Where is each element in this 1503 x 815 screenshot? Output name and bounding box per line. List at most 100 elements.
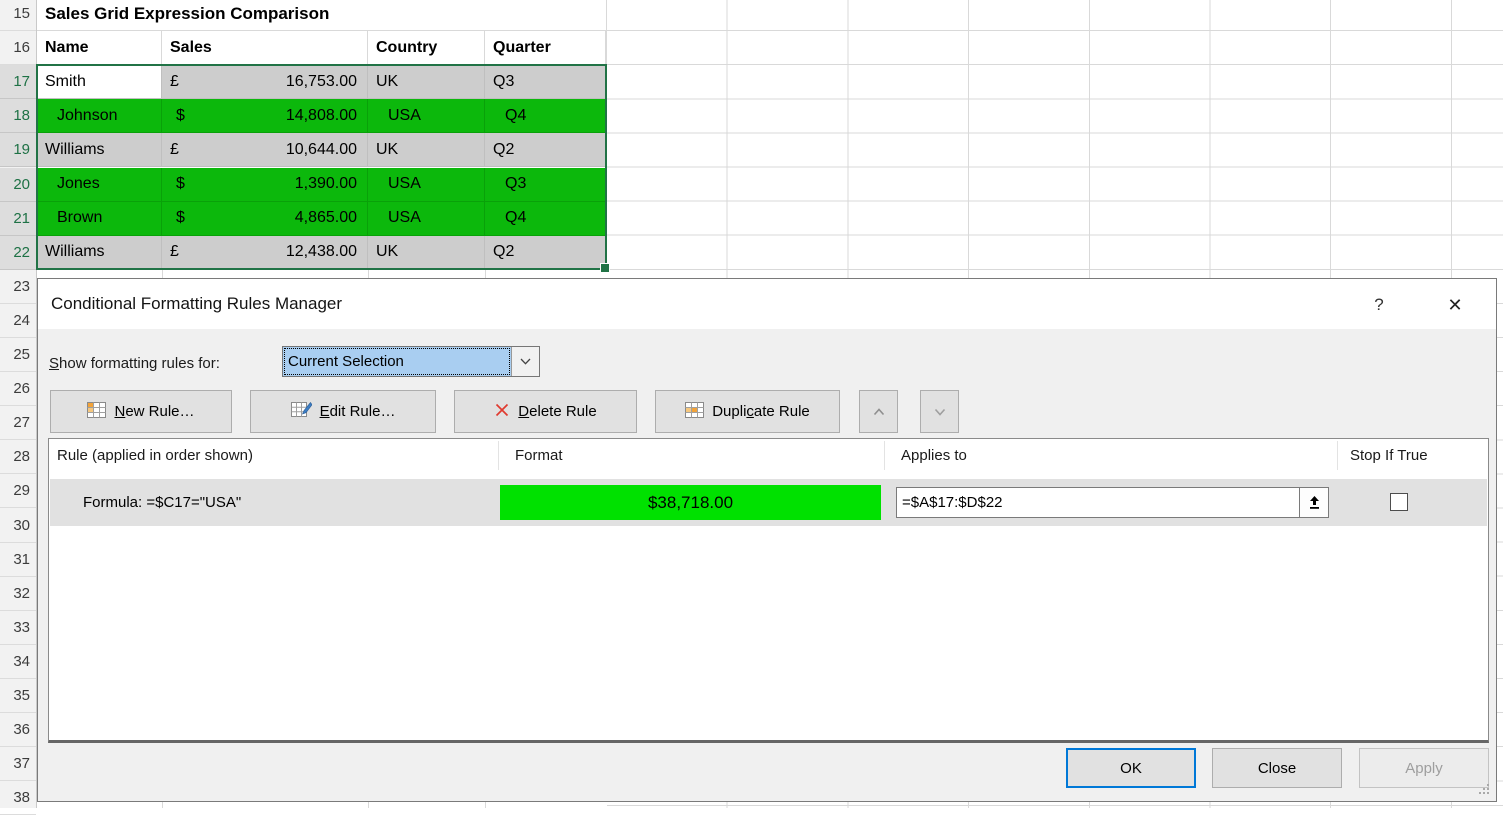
row-header-17[interactable]: 17 — [0, 65, 36, 100]
sheet-row-21: Brown $4,865.00 USA Q4 — [37, 201, 606, 236]
sheet-row-19: Williams £10,644.00 UK Q2 — [37, 133, 606, 168]
currency-symbol: $ — [176, 209, 185, 227]
cell-sales[interactable]: $14,808.00 — [162, 99, 368, 134]
cell-name[interactable]: Jones — [37, 167, 162, 202]
row-header-25[interactable]: 25 — [0, 338, 36, 373]
duplicate-rule-label: Duplicate Rule — [712, 403, 810, 420]
header-cell-sales[interactable]: Sales — [162, 31, 368, 66]
rest: elete Rule — [529, 403, 597, 420]
cell-sales[interactable]: £12,438.00 — [162, 235, 368, 270]
cell-quarter[interactable]: Q3 — [485, 65, 606, 100]
currency-symbol: £ — [170, 140, 179, 158]
cell-country[interactable]: USA — [368, 201, 485, 236]
show-rules-label-accel: S — [49, 355, 60, 372]
cell-name[interactable]: Williams — [37, 235, 162, 270]
sheet-grid: Sales Grid Expression Comparison Name Sa… — [37, 0, 607, 278]
row-header-33[interactable]: 33 — [0, 611, 36, 645]
row-header-24[interactable]: 24 — [0, 304, 36, 338]
delete-rule-button[interactable]: Delete Rule — [454, 390, 637, 433]
row-header-22[interactable]: 22 — [0, 235, 36, 270]
row-header-16[interactable]: 16 — [0, 31, 36, 66]
collapse-dialog-icon[interactable] — [1300, 487, 1329, 518]
cell-sales[interactable]: $4,865.00 — [162, 201, 368, 236]
edit-rule-label: Edit Rule… — [320, 403, 396, 420]
chevron-down-icon — [934, 403, 946, 420]
close-button[interactable]: Close — [1212, 748, 1342, 788]
rules-list-header-stop-if-true: Stop If True — [1350, 447, 1428, 464]
resize-grip[interactable] — [1487, 792, 1489, 794]
header-cell-country[interactable]: Country — [368, 31, 485, 66]
row-header-21[interactable]: 21 — [0, 201, 36, 236]
rules-list-header-applies-to: Applies to — [901, 447, 967, 464]
show-rules-dropdown[interactable]: Current Selection — [282, 346, 540, 377]
cell-country[interactable]: UK — [368, 65, 485, 100]
cell-quarter[interactable]: Q2 — [485, 235, 606, 270]
rule-row[interactable]: Formula: =$C17="USA" $38,718.00 — [50, 479, 1487, 526]
sheet-title-cell[interactable]: Sales Grid Expression Comparison — [37, 0, 606, 32]
row-header-30[interactable]: 30 — [0, 509, 36, 543]
close-icon[interactable]: ✕ — [1447, 294, 1463, 315]
cell-quarter[interactable]: Q4 — [485, 99, 606, 134]
sheet-row-17: Smith £16,753.00 UK Q3 — [37, 65, 606, 100]
cell-country[interactable]: UK — [368, 133, 485, 168]
header-cell-name[interactable]: Name — [37, 31, 162, 66]
row-header-34[interactable]: 34 — [0, 645, 36, 679]
rule-formula-text: Formula: =$C17="USA" — [83, 494, 242, 511]
cell-quarter[interactable]: Q2 — [485, 133, 606, 168]
edit-rule-button[interactable]: Edit Rule… — [250, 390, 436, 433]
row-header-28[interactable]: 28 — [0, 440, 36, 475]
cell-quarter[interactable]: Q4 — [485, 201, 606, 236]
sheet-row-15: Sales Grid Expression Comparison — [37, 0, 606, 32]
duplicate-rule-icon — [685, 401, 705, 422]
duplicate-rule-button[interactable]: Duplicate Rule — [655, 390, 840, 433]
cell-name[interactable]: Brown — [37, 201, 162, 236]
sheet-row-16: Name Sales Country Quarter — [37, 31, 606, 66]
row-header-38[interactable]: 38 — [0, 781, 36, 815]
chevron-up-icon — [873, 403, 885, 420]
apply-button[interactable]: Apply — [1359, 748, 1489, 788]
cell-sales[interactable]: $1,390.00 — [162, 167, 368, 202]
amount: 1,390.00 — [294, 175, 357, 193]
row-38-sliver — [37, 802, 607, 808]
column-separator — [884, 441, 885, 470]
cell-country[interactable]: USA — [368, 99, 485, 134]
cell-country[interactable]: USA — [368, 167, 485, 202]
cell-sales[interactable]: £10,644.00 — [162, 133, 368, 168]
cell-country[interactable]: UK — [368, 235, 485, 270]
header-cell-quarter[interactable]: Quarter — [485, 31, 606, 66]
row-header-36[interactable]: 36 — [0, 713, 36, 748]
move-rule-down-button[interactable] — [920, 390, 959, 433]
help-button[interactable]: ? — [1374, 295, 1384, 314]
cell-name[interactable]: Smith — [37, 65, 162, 100]
cell-sales[interactable]: £16,753.00 — [162, 65, 368, 100]
currency-symbol: $ — [176, 175, 185, 193]
row-header-29[interactable]: 29 — [0, 474, 36, 509]
cell-name[interactable]: Williams — [37, 133, 162, 168]
currency-symbol: £ — [170, 243, 179, 261]
row-header-19[interactable]: 19 — [0, 133, 36, 168]
move-rule-up-button[interactable] — [859, 390, 898, 433]
new-rule-button[interactable]: New Rule… — [50, 390, 232, 433]
row-header-23[interactable]: 23 — [0, 270, 36, 304]
dialog-titlebar[interactable] — [38, 279, 1496, 329]
show-rules-dropdown-value[interactable]: Current Selection — [283, 347, 511, 376]
row-header-35[interactable]: 35 — [0, 679, 36, 714]
cell-name[interactable]: Johnson — [37, 99, 162, 134]
row-header-20[interactable]: 20 — [0, 167, 36, 202]
amount: 14,808.00 — [285, 106, 357, 124]
applies-to-input[interactable] — [896, 487, 1300, 518]
row-header-37[interactable]: 37 — [0, 747, 36, 782]
accel: D — [518, 403, 530, 420]
row-header-15[interactable]: 15 — [0, 0, 36, 32]
applies-to-field — [896, 487, 1329, 518]
row-header-26[interactable]: 26 — [0, 372, 36, 407]
row-header-27[interactable]: 27 — [0, 406, 36, 441]
row-header-31[interactable]: 31 — [0, 543, 36, 577]
ok-button[interactable]: OK — [1066, 748, 1196, 788]
stop-if-true-checkbox[interactable] — [1390, 493, 1408, 511]
chevron-down-icon[interactable] — [511, 347, 539, 376]
row-header-18[interactable]: 18 — [0, 99, 36, 134]
amount: 10,644.00 — [285, 140, 357, 158]
cell-quarter[interactable]: Q3 — [485, 167, 606, 202]
row-header-32[interactable]: 32 — [0, 577, 36, 611]
